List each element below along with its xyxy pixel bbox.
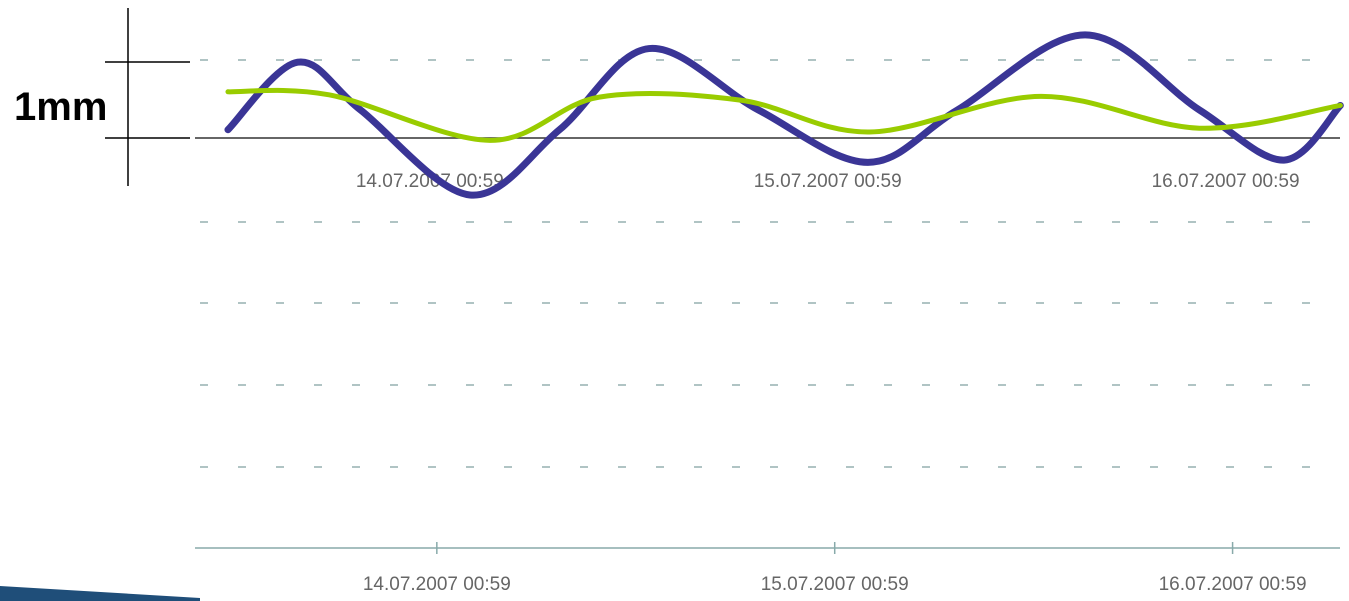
decor-wedge (0, 586, 200, 601)
x-tick-label: 16.07.2007 00:59 (1159, 574, 1307, 595)
series-line (224, 31, 1344, 199)
x-tick-label: 16.07.2007 00:59 (1152, 171, 1300, 192)
x-tick-label: 14.07.2007 00:59 (356, 171, 504, 192)
x-tick-label: 15.07.2007 00:59 (754, 171, 902, 192)
dotted-grid (200, 59, 1340, 468)
x-tick-label: 14.07.2007 00:59 (363, 574, 511, 595)
scale-label: 1mm (14, 85, 107, 129)
scale-bar (105, 8, 190, 186)
x-tick-label: 15.07.2007 00:59 (761, 574, 909, 595)
series-line (225, 87, 1343, 143)
